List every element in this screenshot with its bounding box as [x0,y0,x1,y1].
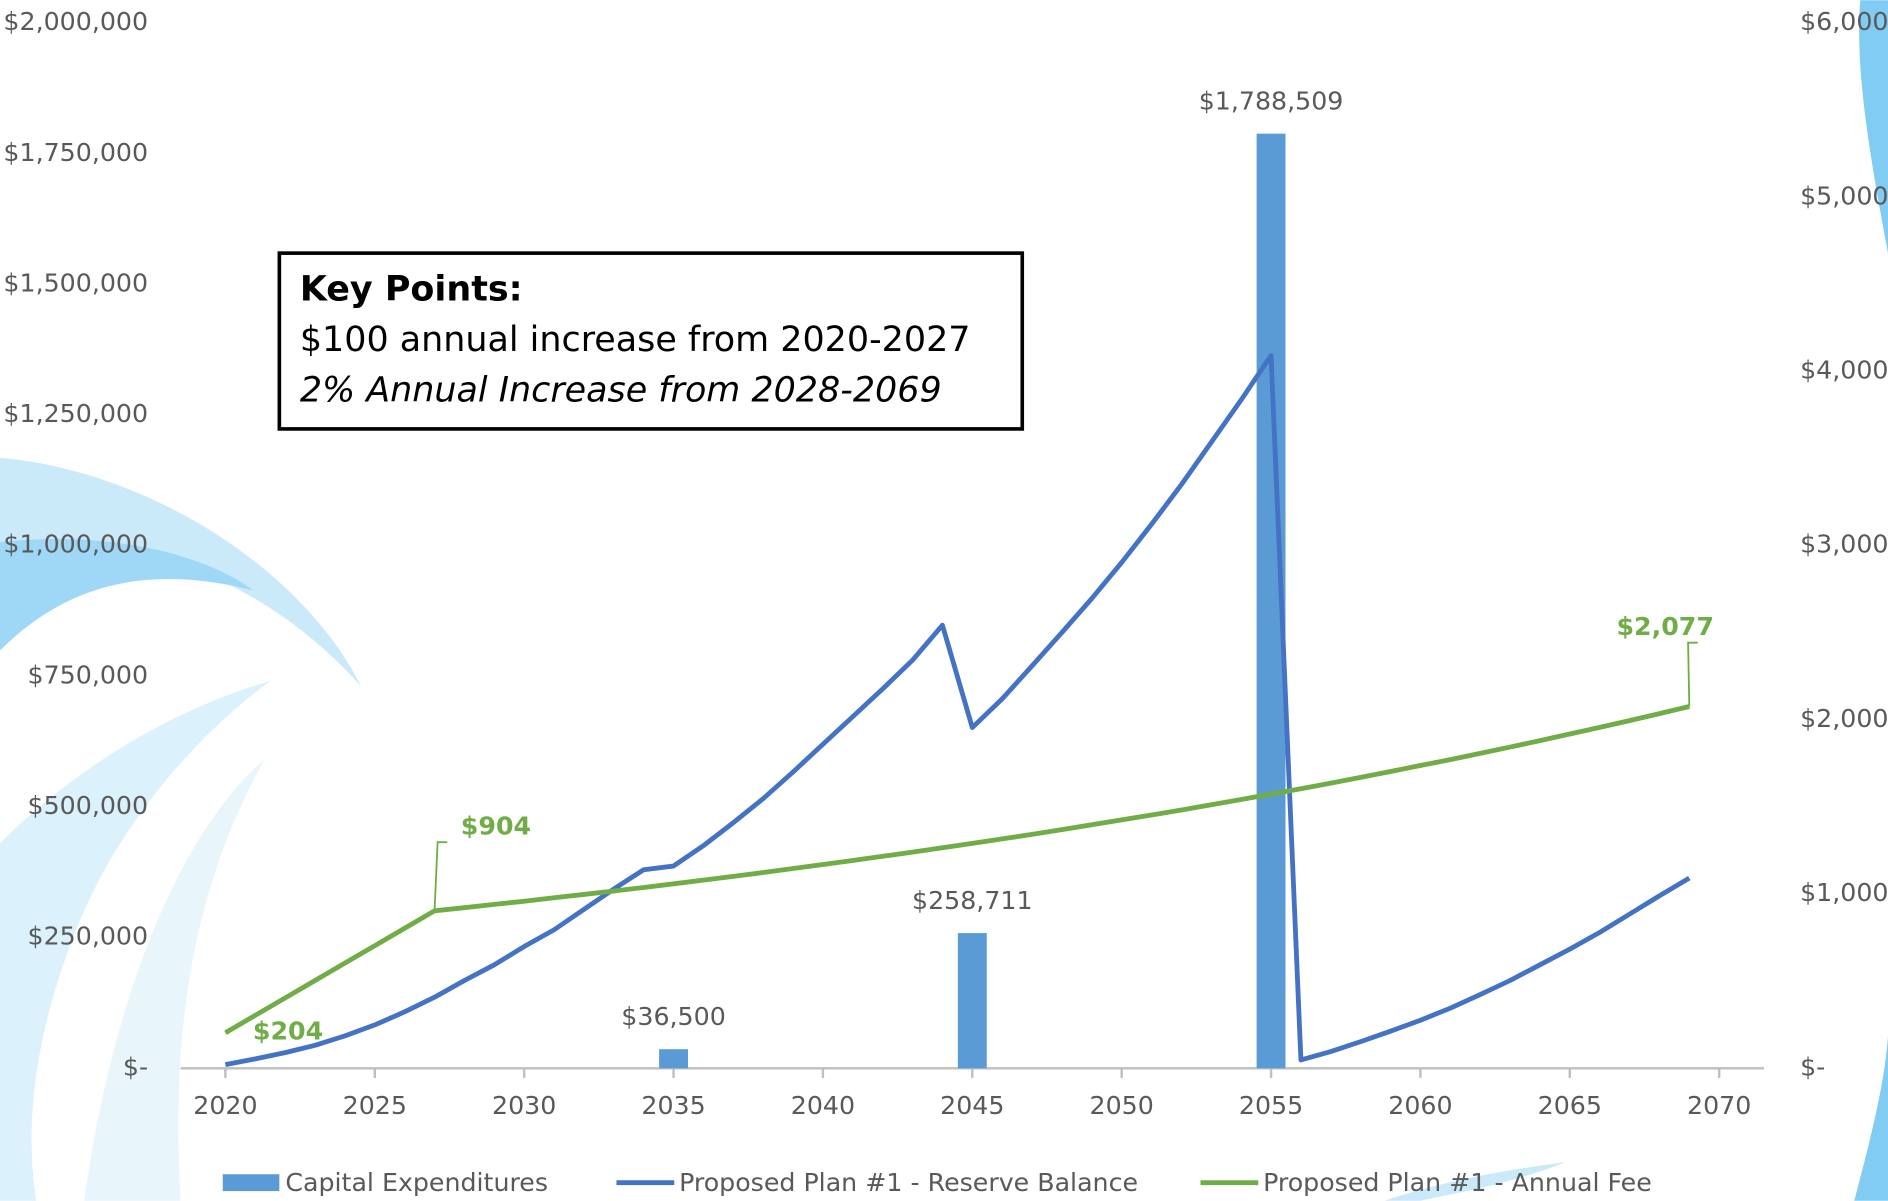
x-tick-label: 2070 [1687,1091,1751,1120]
x-tick-label: 2035 [641,1091,705,1120]
y2-tick-label: $1,000 [1800,878,1888,907]
y2-tick-label: $2,000 [1800,704,1888,733]
y-tick-label: $1,000,000 [3,530,148,559]
bar [957,933,987,1069]
x-tick-label: 2030 [492,1091,556,1120]
y-tick-label: $2,000,000 [3,7,148,36]
y2-tick-label: $5,000 [1800,181,1888,210]
key-points-frame [277,251,1025,431]
legend-label: Capital Expenditures [285,1168,548,1197]
y-tick-label: $500,000 [28,791,149,820]
data-label: $36,500 [621,1002,725,1031]
key-points-line: 2% Annual Increase from 2028-2069 [300,371,942,411]
y-tick-label: $750,000 [28,660,149,689]
x-tick-label: 2045 [940,1091,1004,1120]
y2-tick-label: $4,000 [1800,356,1888,385]
x-tick-label: 2060 [1388,1091,1452,1120]
line [224,704,1690,1035]
data-label: $2,077 [1616,612,1714,641]
leader-line [1687,641,1698,707]
y-tick-label: $1,500,000 [3,268,148,297]
x-tick-label: 2025 [343,1091,407,1120]
y-tick-label: $1,250,000 [3,399,148,428]
key-points-box: Key Points: $100 annual increase from 20… [277,251,1025,431]
y-tick-label: $1,750,000 [3,138,148,167]
x-tick-label: 2050 [1090,1091,1154,1120]
legend-swatch [222,1174,280,1192]
leader-line [433,841,448,911]
x-tick-label: 2055 [1239,1091,1303,1120]
x-tick-label: 2065 [1538,1091,1602,1120]
bar [659,1049,688,1069]
y2-tick-label: $- [1800,1052,1825,1081]
y-tick-label: $- [123,1052,148,1081]
y2-tick-label: $6,000 [1800,7,1888,36]
x-tick-label: 2040 [791,1091,855,1120]
data-label: $1,788,509 [1199,86,1344,115]
y2-tick-label: $3,000 [1800,530,1888,559]
legend-label: Proposed Plan #1 - Annual Fee [1263,1168,1652,1197]
key-points-line: $100 annual increase from 2020-2027 [300,320,971,360]
data-label: $258,711 [912,886,1033,915]
legend-label: Proposed Plan #1 - Reserve Balance [679,1168,1138,1197]
line [224,353,1691,1067]
data-label: $204 [253,1017,323,1046]
y-tick-label: $250,000 [28,922,149,951]
key-points-heading: Key Points: [300,269,523,309]
data-label: $904 [461,812,531,841]
x-tick-label: 2020 [193,1091,257,1120]
